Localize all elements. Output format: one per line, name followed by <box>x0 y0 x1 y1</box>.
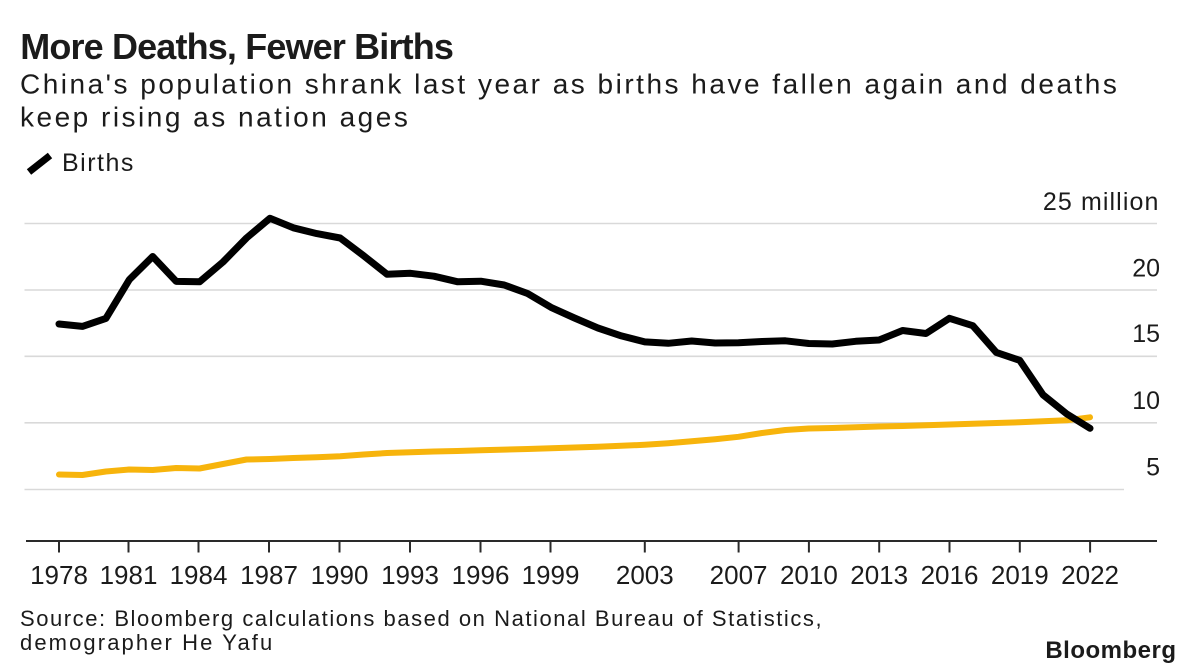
svg-text:1978: 1978 <box>30 560 88 590</box>
svg-text:2010: 2010 <box>780 560 838 590</box>
svg-text:20: 20 <box>1132 254 1160 282</box>
svg-text:2003: 2003 <box>616 560 674 590</box>
svg-text:1999: 1999 <box>522 560 580 590</box>
svg-text:1993: 1993 <box>381 560 439 590</box>
svg-text:demographer He Yafu: demographer He Yafu <box>20 630 274 655</box>
svg-text:10: 10 <box>1132 387 1160 415</box>
svg-text:25 million: 25 million <box>1043 188 1160 216</box>
svg-text:More Deaths, Fewer Births: More Deaths, Fewer Births <box>20 26 453 67</box>
svg-text:5: 5 <box>1146 454 1160 482</box>
svg-text:2022: 2022 <box>1061 560 1119 590</box>
svg-text:keep rising as nation ages: keep rising as nation ages <box>20 102 410 133</box>
svg-text:1984: 1984 <box>170 560 228 590</box>
svg-text:1981: 1981 <box>100 560 158 590</box>
svg-text:Bloomberg: Bloomberg <box>1045 637 1176 664</box>
svg-text:15: 15 <box>1132 320 1160 348</box>
svg-text:China's population shrank last: China's population shrank last year as b… <box>20 69 1119 100</box>
svg-text:Source: Bloomberg calculations: Source: Bloomberg calculations based on … <box>20 606 823 631</box>
svg-text:1990: 1990 <box>311 560 369 590</box>
svg-text:Births: Births <box>62 149 135 177</box>
svg-text:2019: 2019 <box>991 560 1049 590</box>
svg-text:1996: 1996 <box>452 560 510 590</box>
svg-text:1987: 1987 <box>240 560 298 590</box>
svg-text:2007: 2007 <box>710 560 768 590</box>
svg-text:2013: 2013 <box>850 560 908 590</box>
svg-text:2016: 2016 <box>921 560 979 590</box>
